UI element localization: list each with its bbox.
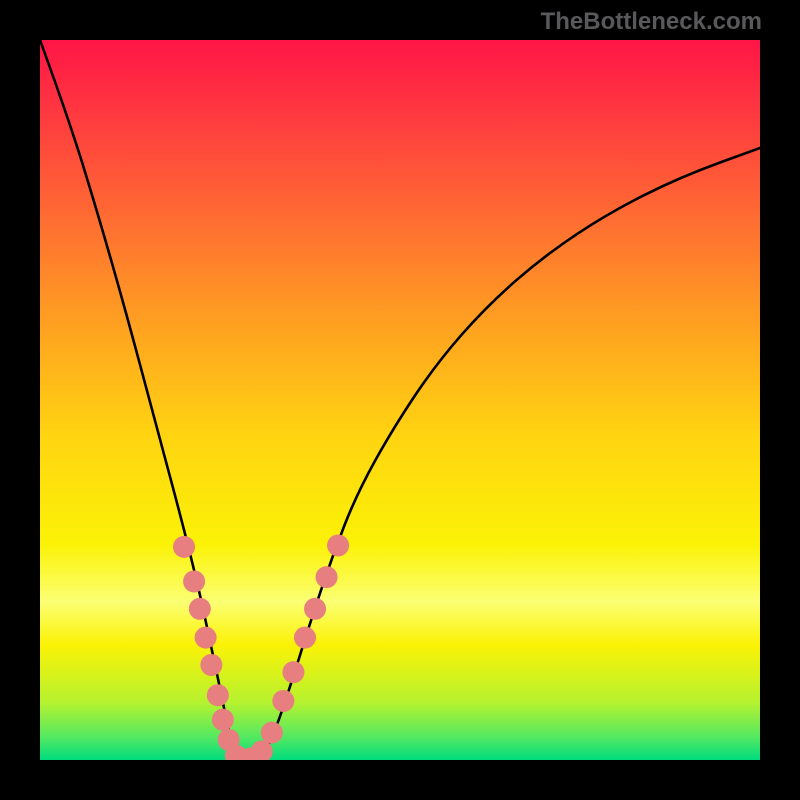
- chart-container: [40, 40, 760, 760]
- marker-dot: [195, 627, 217, 649]
- marker-dot: [173, 536, 195, 558]
- marker-dot: [183, 570, 205, 592]
- watermark-label: TheBottleneck.com: [541, 8, 762, 36]
- marker-dot: [282, 661, 304, 683]
- marker-dot: [207, 684, 229, 706]
- marker-dot: [294, 627, 316, 649]
- marker-dot: [261, 722, 283, 744]
- marker-dot: [200, 654, 222, 676]
- marker-dot: [327, 534, 349, 556]
- marker-dot: [304, 598, 326, 620]
- plot-background: [40, 40, 760, 760]
- marker-dot: [316, 566, 338, 588]
- marker-dot: [212, 709, 234, 731]
- marker-dot: [189, 598, 211, 620]
- bottleneck-chart-svg: [40, 40, 760, 760]
- marker-dot: [272, 690, 294, 712]
